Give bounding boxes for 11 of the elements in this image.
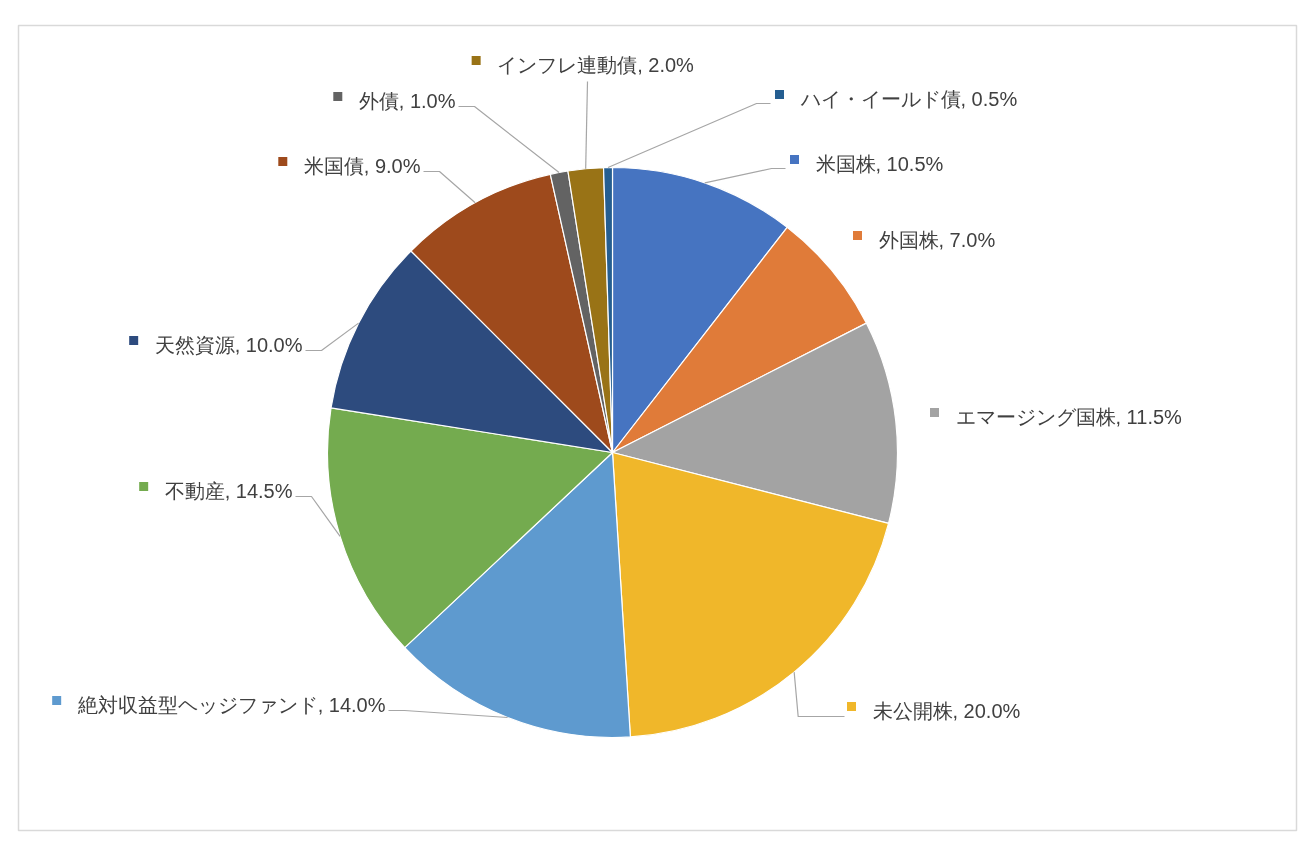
legend-label: 米国債, 9.0%: [303, 155, 421, 178]
legend-label: インフレ連動債, 2.0%: [497, 54, 695, 77]
legend-label: 米国株, 10.5%: [815, 153, 944, 176]
legend-label: 外国株, 7.0%: [878, 229, 996, 252]
legend-label: 天然資源, 10.0%: [154, 334, 303, 357]
legend-label: 未公開株, 20.0%: [872, 700, 1021, 723]
legend-label: 不動産, 14.5%: [164, 480, 293, 503]
legend-label: ハイ・イールド債, 0.5%: [799, 88, 1018, 111]
legend-label: 絶対収益型ヘッジファンド, 14.0%: [76, 694, 386, 717]
legend-label: エマージング国株, 11.5%: [955, 406, 1183, 429]
legend-label: 外債, 1.0%: [358, 90, 456, 113]
